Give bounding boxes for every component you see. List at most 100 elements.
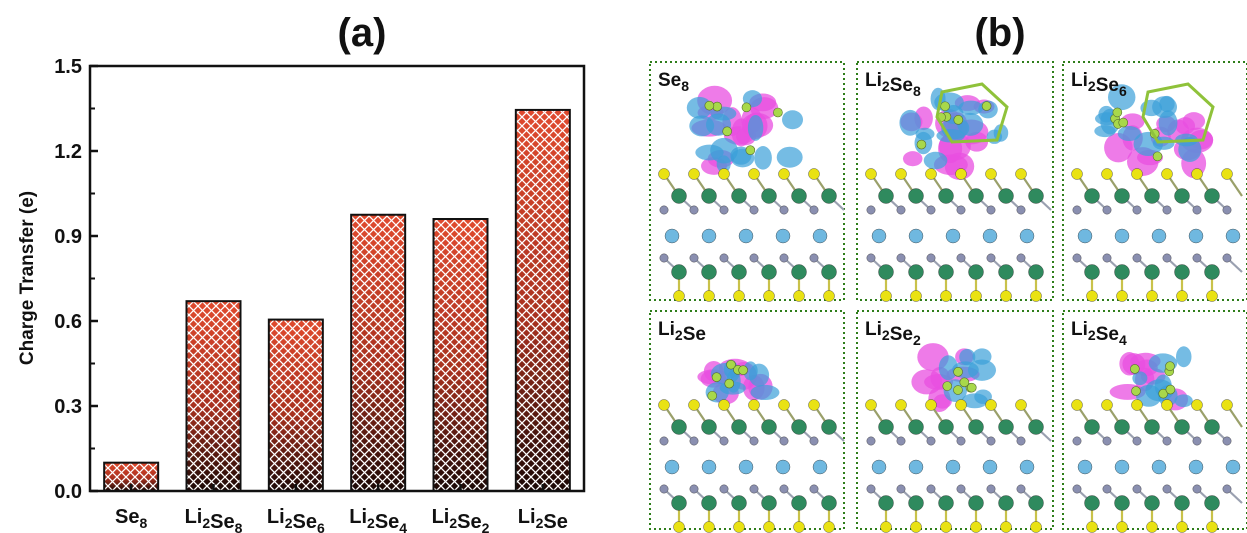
structure-frame — [1062, 310, 1247, 530]
panel-b-label: (b) — [974, 11, 1025, 55]
atom — [1102, 205, 1112, 215]
atom — [896, 436, 906, 446]
atom — [812, 459, 828, 475]
atom — [671, 264, 687, 280]
x-tick-label: Li2Se6 — [267, 506, 325, 533]
atom — [1028, 419, 1044, 435]
atom — [809, 436, 819, 446]
atom — [745, 145, 756, 155]
bar-hatch — [515, 109, 570, 492]
atom — [968, 419, 984, 435]
atom — [926, 253, 936, 263]
charge-density-cyan — [899, 109, 921, 136]
atom — [1016, 484, 1026, 494]
atom — [1222, 484, 1232, 494]
charge-density-cyan — [686, 96, 713, 119]
atom — [1192, 436, 1202, 446]
structure-frame — [856, 310, 1054, 530]
atom — [908, 264, 924, 280]
atom — [791, 264, 807, 280]
atom — [1222, 205, 1232, 215]
atom — [1028, 264, 1044, 280]
bar-hatch — [268, 319, 323, 491]
atom — [910, 290, 922, 302]
x-tick-label: Li2Se8 — [185, 506, 243, 533]
atom — [722, 126, 732, 137]
y-tick-label: 0.3 — [54, 396, 82, 418]
atom — [1191, 399, 1203, 411]
atom — [749, 253, 759, 263]
atom — [945, 459, 961, 475]
atom — [823, 290, 835, 302]
atom — [1086, 290, 1098, 302]
atom — [738, 459, 754, 475]
atom — [945, 228, 961, 244]
atom — [938, 495, 954, 511]
charge-density-cyan — [782, 110, 804, 130]
atom — [1072, 484, 1082, 494]
atom — [895, 399, 907, 411]
atom — [968, 264, 984, 280]
atom — [658, 399, 670, 411]
atom — [985, 399, 997, 411]
atom — [809, 253, 819, 263]
atom — [986, 436, 996, 446]
atom — [673, 290, 685, 302]
y-tick-label: 0.9 — [54, 226, 82, 248]
atom — [731, 419, 747, 435]
atom — [809, 205, 819, 215]
atom — [1071, 168, 1083, 180]
atom — [959, 377, 970, 388]
atom — [748, 399, 760, 411]
bar-hatch — [351, 214, 406, 491]
atom — [689, 436, 699, 446]
atom — [1132, 205, 1142, 215]
atom — [1114, 459, 1130, 475]
atom — [1015, 168, 1027, 180]
atom — [986, 205, 996, 215]
charge-density-pink — [1182, 112, 1206, 131]
structure-label: Se8 — [658, 70, 689, 94]
atom — [1206, 290, 1218, 302]
atom — [673, 521, 685, 533]
atom — [998, 188, 1014, 204]
atom — [1176, 521, 1188, 533]
charge-density-cyan — [1135, 384, 1162, 407]
atom — [865, 399, 877, 411]
atom — [1191, 168, 1203, 180]
atom — [1192, 484, 1202, 494]
atom — [778, 399, 790, 411]
structure-label: Li2Se4 — [1071, 319, 1127, 348]
atom — [701, 264, 717, 280]
atom — [775, 459, 791, 475]
atom — [718, 168, 730, 180]
charge-density-cyan — [747, 114, 764, 141]
atom — [956, 205, 966, 215]
atom — [793, 521, 805, 533]
atom — [761, 419, 777, 435]
atom — [1072, 253, 1082, 263]
atom — [982, 459, 998, 475]
atom — [940, 290, 952, 302]
y-tick-label: 0.0 — [54, 481, 82, 503]
atom — [763, 521, 775, 533]
charge-density-cyan — [1175, 346, 1192, 368]
atom — [761, 495, 777, 511]
charge-density-cyan — [1107, 84, 1136, 111]
atom — [1000, 290, 1012, 302]
atom — [707, 390, 717, 401]
atom — [970, 521, 982, 533]
panel-a-label: (a) — [338, 11, 387, 55]
atom — [773, 107, 783, 118]
atom — [688, 168, 700, 180]
atom — [896, 253, 906, 263]
atom — [808, 168, 820, 180]
atom — [779, 205, 789, 215]
atom — [779, 253, 789, 263]
atom — [896, 484, 906, 494]
atom — [878, 188, 894, 204]
atom — [998, 264, 1014, 280]
structure-label: Li2Se6 — [1071, 70, 1127, 99]
atom — [1151, 228, 1167, 244]
atom — [763, 290, 775, 302]
